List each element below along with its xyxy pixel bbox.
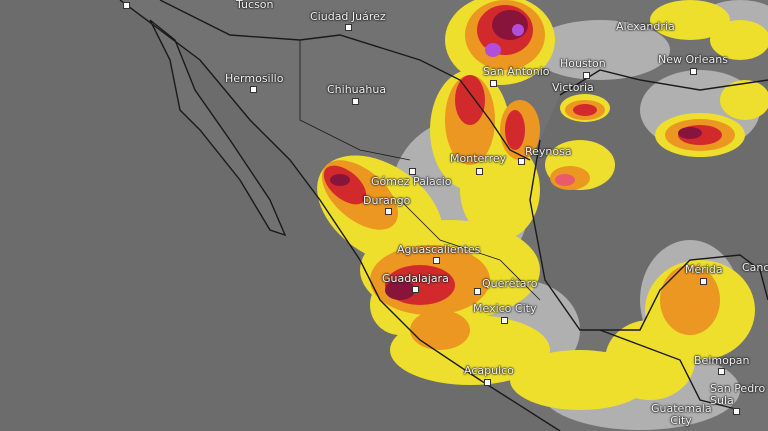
city-label-queretaro[interactable]: Querétaro xyxy=(482,277,538,290)
city-label-guatemala-city[interactable]: Guatemala City xyxy=(651,402,712,427)
city-marker xyxy=(490,80,497,87)
city-marker xyxy=(718,368,725,375)
city-label-cancun[interactable]: Canc xyxy=(742,261,768,274)
city-marker xyxy=(352,98,359,105)
city-label-mexico-city[interactable]: Mexico City xyxy=(473,302,537,315)
city-label-tucson[interactable]: Tucson xyxy=(236,0,274,11)
city-marker xyxy=(690,68,697,75)
borders xyxy=(119,0,768,431)
city-label-new-orleans[interactable]: New Orleans xyxy=(658,53,728,66)
city-marker xyxy=(518,158,525,165)
city-marker xyxy=(733,408,740,415)
city-marker xyxy=(123,2,130,9)
city-marker xyxy=(409,168,416,175)
city-marker xyxy=(501,317,508,324)
city-marker xyxy=(484,379,491,386)
baja-peninsula xyxy=(150,20,285,235)
city-marker xyxy=(385,208,392,215)
radar-precipitation xyxy=(317,0,768,430)
city-label-hermosillo[interactable]: Hermosillo xyxy=(225,72,284,85)
city-label-aguascalientes[interactable]: Aguascalientes xyxy=(397,243,481,256)
city-marker xyxy=(474,288,481,295)
city-label-ciudad-juarez[interactable]: Ciudad Juárez xyxy=(310,10,386,23)
city-marker xyxy=(476,168,483,175)
city-label-houston[interactable]: Houston xyxy=(560,57,606,70)
city-marker xyxy=(583,72,590,79)
city-label-gomez-palacio[interactable]: Gómez Palacio xyxy=(371,175,452,188)
city-marker xyxy=(250,86,257,93)
city-marker xyxy=(412,286,419,293)
city-label-san-pedro-sula[interactable]: San Pedro Sula xyxy=(710,382,766,407)
city-label-victoria[interactable]: Victoria xyxy=(552,81,594,94)
city-label-monterrey[interactable]: Monterrey xyxy=(450,152,507,165)
city-label-guadalajara[interactable]: Guadalajara xyxy=(382,272,449,285)
city-marker xyxy=(345,24,352,31)
city-label-alexandria[interactable]: Alexandria xyxy=(616,20,675,33)
city-label-san-antonio[interactable]: San Antonio xyxy=(483,65,550,78)
city-label-belmopan[interactable]: Belmopan xyxy=(694,354,750,367)
city-label-reynosa[interactable]: Reynosa xyxy=(525,145,572,158)
city-label-durango[interactable]: Durango xyxy=(363,194,411,207)
city-marker xyxy=(700,278,707,285)
city-label-merida[interactable]: Mérida xyxy=(685,263,723,276)
city-label-chihuahua[interactable]: Chihuahua xyxy=(327,83,387,96)
city-label-acapulco[interactable]: Acapulco xyxy=(464,364,514,377)
city-marker xyxy=(433,257,440,264)
